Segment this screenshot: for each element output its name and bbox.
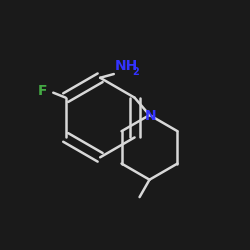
Text: 2: 2	[132, 66, 139, 76]
Text: N: N	[145, 109, 156, 123]
Text: F: F	[37, 84, 47, 98]
Text: NH: NH	[115, 59, 138, 73]
